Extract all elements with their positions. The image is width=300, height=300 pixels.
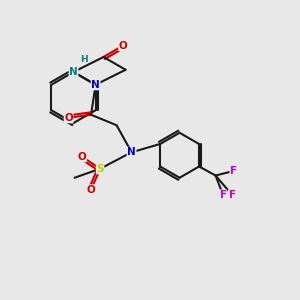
Text: N: N — [127, 147, 136, 157]
Text: O: O — [64, 113, 73, 123]
Text: F: F — [229, 190, 236, 200]
Text: F: F — [220, 190, 226, 200]
Text: N: N — [69, 67, 78, 77]
Text: S: S — [96, 164, 104, 174]
Text: O: O — [78, 152, 86, 162]
Text: O: O — [118, 40, 127, 51]
Text: F: F — [230, 166, 237, 176]
Text: O: O — [87, 185, 95, 195]
Text: N: N — [91, 80, 100, 90]
Text: H: H — [80, 55, 88, 64]
